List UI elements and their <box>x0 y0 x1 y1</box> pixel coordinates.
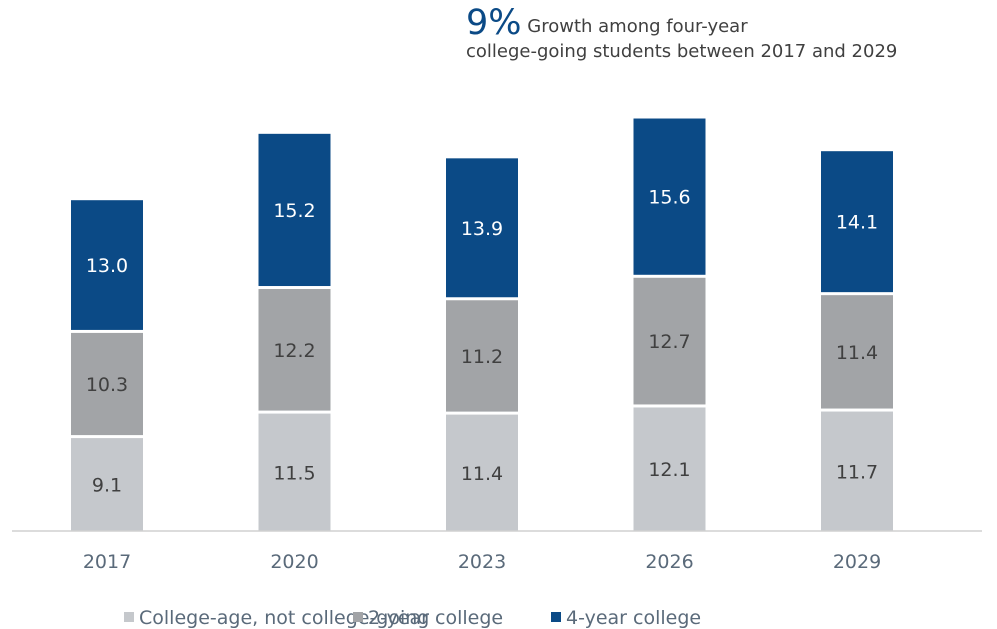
legend-swatch-2-year-college <box>353 612 363 622</box>
legend-swatch-4-year-college <box>551 612 561 622</box>
bars-group: 9.1 10.3 13.0 11.5 12.2 15.2 11.4 11.2 13.9 12.1 1… <box>71 118 893 531</box>
bar-segment-2-year-college-2029 <box>821 295 893 409</box>
bar-segment-4-year-college-2020 <box>258 133 331 287</box>
data-label-4-year-college-2026: 15.6 <box>648 187 690 209</box>
bar-segment-4-year-college-2029 <box>821 151 893 293</box>
bar-segment-2-year-college-2020 <box>258 289 331 411</box>
data-label-4-year-college-2023: 13.9 <box>461 218 503 240</box>
x-tick-label-2023: 2023 <box>458 551 506 573</box>
x-tick-labels: 2017 2020 2023 2026 2029 <box>83 551 881 573</box>
bar-segment-4-year-college-2023 <box>446 158 518 298</box>
legend-label-2-year-college: 2-year college <box>368 607 503 629</box>
legend-swatch-not-college-going <box>124 612 134 622</box>
data-label-2-year-college-2026: 12.7 <box>648 331 690 353</box>
bar-segment-not-college-going-2017 <box>71 438 143 531</box>
data-label-2-year-college-2029: 11.4 <box>836 342 878 364</box>
data-label-not-college-going-2026: 12.1 <box>648 459 690 481</box>
bar-segment-not-college-going-2023 <box>446 414 518 531</box>
data-label-2-year-college-2017: 10.3 <box>86 374 128 396</box>
data-label-not-college-going-2017: 9.1 <box>92 475 122 497</box>
data-label-4-year-college-2029: 14.1 <box>836 212 878 234</box>
data-label-4-year-college-2020: 15.2 <box>273 200 315 222</box>
legend-label-4-year-college: 4-year college <box>566 607 701 629</box>
headline: 9% Growth among four-year college-going … <box>466 6 986 64</box>
headline-text-line1: Growth among four-year <box>527 16 748 37</box>
bar-segment-not-college-going-2029 <box>821 411 893 531</box>
data-label-not-college-going-2029: 11.7 <box>836 461 878 483</box>
data-label-not-college-going-2020: 11.5 <box>273 462 315 484</box>
bar-segment-2-year-college-2017 <box>71 332 143 436</box>
bar-segment-2-year-college-2026 <box>633 277 706 405</box>
data-label-2-year-college-2023: 11.2 <box>461 346 503 368</box>
bar-segment-not-college-going-2020 <box>258 413 331 531</box>
data-label-not-college-going-2023: 11.4 <box>461 463 503 485</box>
data-label-2-year-college-2020: 12.2 <box>273 340 315 362</box>
x-tick-label-2026: 2026 <box>645 551 693 573</box>
x-tick-label-2017: 2017 <box>83 551 131 573</box>
x-tick-label-2020: 2020 <box>270 551 318 573</box>
bar-segment-4-year-college-2026 <box>633 118 706 275</box>
bar-segment-4-year-college-2017 <box>71 200 143 330</box>
headline-highlight: 9% <box>466 3 522 43</box>
bar-segment-2-year-college-2023 <box>446 300 518 412</box>
x-tick-label-2029: 2029 <box>833 551 881 573</box>
bar-segment-not-college-going-2026 <box>633 407 706 531</box>
headline-text-line2: college-going students between 2017 and … <box>466 41 898 62</box>
data-label-4-year-college-2017: 13.0 <box>86 255 128 277</box>
